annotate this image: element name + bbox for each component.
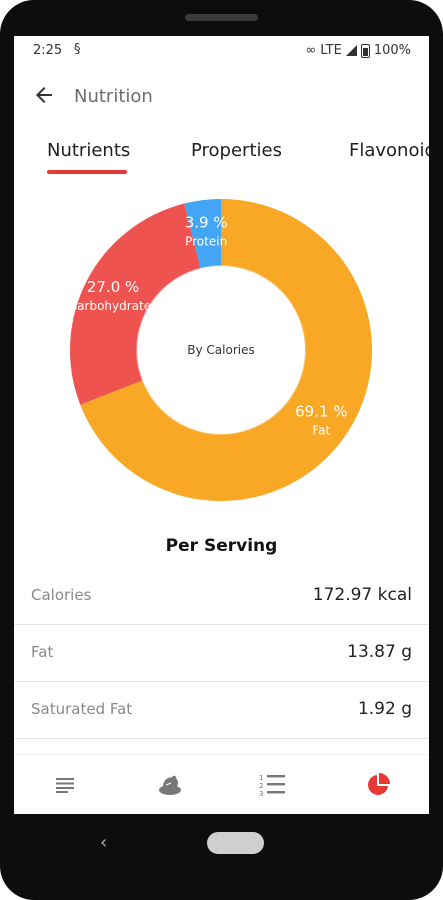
slice-name-label: Fat bbox=[312, 424, 330, 438]
svg-text:3: 3 bbox=[259, 790, 263, 798]
system-navigation-bar: ‹ bbox=[0, 814, 443, 900]
back-arrow-icon[interactable] bbox=[32, 83, 56, 107]
network-type: LTE bbox=[320, 43, 342, 58]
slice-percent-label: 3.9 % bbox=[185, 213, 228, 231]
system-back-icon[interactable]: ‹ bbox=[100, 832, 108, 853]
screen: 2:25 § ∞ LTE 100% Nutrition Nutrients Pr… bbox=[14, 36, 429, 814]
link-icon: ∞ bbox=[305, 43, 317, 58]
row-label: Saturated Fat bbox=[31, 700, 133, 718]
tab-indicator bbox=[47, 170, 127, 174]
row-label: Fat bbox=[31, 643, 54, 661]
table-row: Saturated Fat 1.92 g bbox=[14, 682, 429, 739]
tab-nutrients[interactable]: Nutrients bbox=[47, 140, 131, 161]
nav-steps[interactable]: 1 2 3 bbox=[247, 769, 297, 801]
status-bar: 2:25 § ∞ LTE 100% bbox=[14, 36, 429, 66]
nutrient-table: Calories 172.97 kcal Fat 13.87 g Saturat… bbox=[14, 568, 429, 739]
tab-properties[interactable]: Properties bbox=[191, 140, 282, 161]
nav-ingredients[interactable] bbox=[41, 769, 91, 801]
donut-center-label: By Calories bbox=[187, 343, 254, 357]
status-time: 2:25 bbox=[33, 43, 63, 58]
speaker-grille bbox=[185, 14, 258, 21]
tab-bar: Nutrients Properties Flavonoids bbox=[14, 134, 429, 180]
slice-percent-label: 69.1 % bbox=[295, 403, 347, 421]
system-home-button[interactable] bbox=[207, 832, 264, 854]
nav-nutrition[interactable] bbox=[353, 769, 403, 801]
app-bar: Nutrition bbox=[14, 74, 429, 118]
donut-hole bbox=[145, 274, 297, 426]
svg-text:2: 2 bbox=[259, 782, 263, 790]
row-value: 172.97 kcal bbox=[312, 585, 412, 605]
bottom-navigation: 1 2 3 bbox=[14, 754, 429, 814]
pie-chart-icon bbox=[368, 773, 390, 795]
donut-chart-svg: 69.1 % Fat 27.0 % Carbohydrates 3.9 % Protein… bbox=[69, 199, 372, 501]
tab-flavonoids[interactable]: Flavonoids bbox=[349, 140, 429, 161]
signal-icon bbox=[345, 45, 357, 56]
ingredients-list-icon bbox=[56, 778, 74, 793]
slice-protein[interactable] bbox=[184, 199, 221, 269]
numbered-steps-icon: 1 2 3 bbox=[259, 774, 285, 798]
nav-food[interactable] bbox=[145, 769, 195, 801]
row-value: 1.92 g bbox=[357, 699, 412, 719]
battery-icon bbox=[360, 43, 370, 58]
sync-icon: § bbox=[74, 42, 81, 57]
svg-text:1: 1 bbox=[259, 774, 263, 782]
battery-level: 100% bbox=[373, 43, 411, 58]
table-row: Calories 172.97 kcal bbox=[14, 568, 429, 625]
row-label: Calories bbox=[31, 586, 92, 604]
per-serving-heading: Per Serving bbox=[165, 536, 278, 556]
slice-carbohydrates[interactable] bbox=[70, 203, 201, 405]
row-value: 13.87 g bbox=[347, 642, 412, 662]
slice-fat[interactable] bbox=[80, 199, 372, 501]
page-title: Nutrition bbox=[74, 86, 153, 107]
table-row: Fat 13.87 g bbox=[14, 625, 429, 682]
slice-percent-label: 27.0 % bbox=[87, 278, 139, 296]
food-icon bbox=[159, 775, 181, 795]
nutrient-donut-chart: 69.1 % Fat 27.0 % Carbohydrates 3.9 % Protein… bbox=[14, 186, 429, 516]
slice-name-label: Carbohydrates bbox=[69, 299, 158, 313]
slice-name-label: Protein bbox=[185, 234, 227, 248]
